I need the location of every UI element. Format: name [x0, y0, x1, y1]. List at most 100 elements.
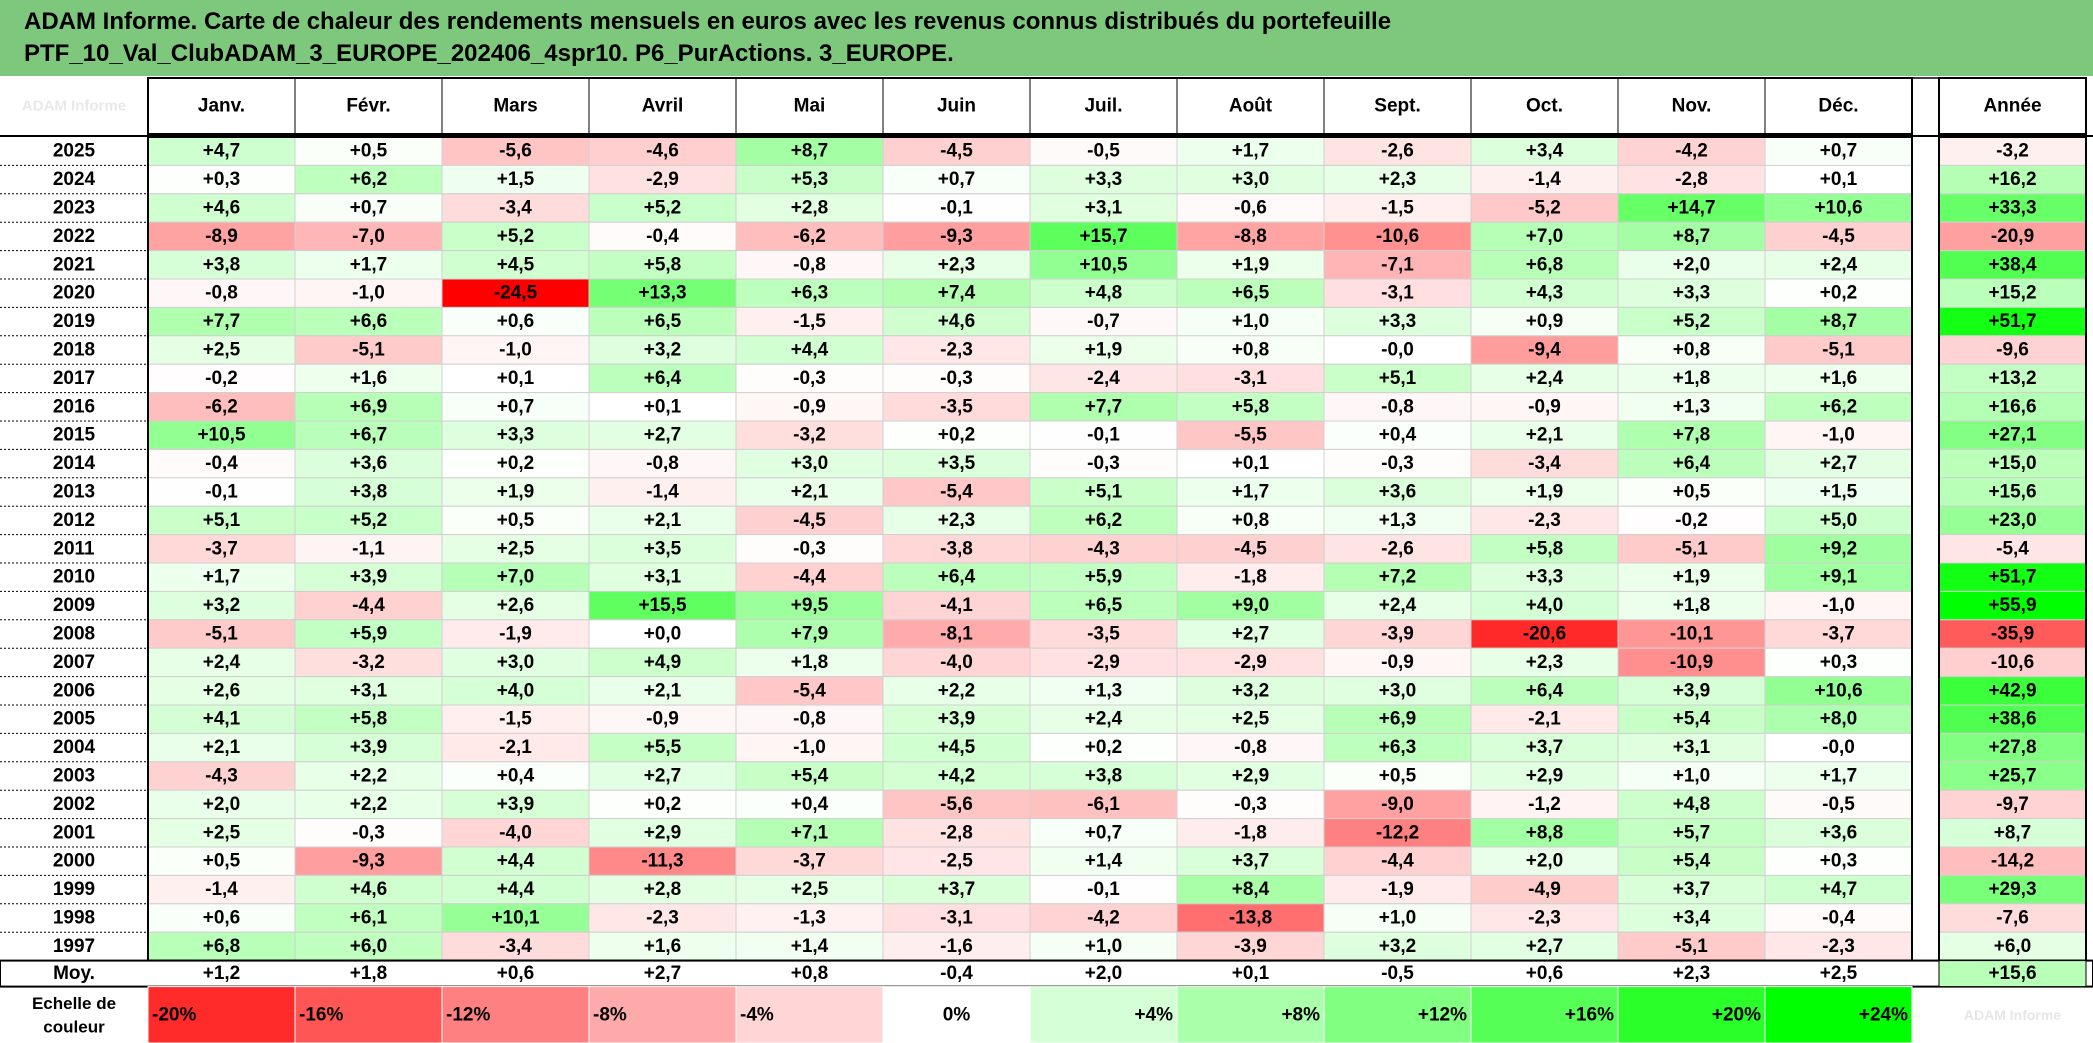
cell-value: +2,7	[644, 766, 682, 787]
heatmap-cell	[1764, 164, 1913, 195]
cell-value: +3,7	[938, 879, 976, 900]
cell-value: +1,0	[1085, 936, 1123, 957]
heatmap-cell	[1764, 761, 1913, 791]
cell-value: -0,0	[1822, 737, 1855, 758]
month-header-label: Juil.	[1084, 96, 1122, 117]
cell-value: +5,1	[203, 510, 241, 531]
cell-value: +2,4	[1526, 368, 1564, 389]
cell-value: +9,0	[1232, 595, 1270, 616]
year-label: 2015	[53, 425, 96, 446]
cell-value: -0,8	[793, 254, 826, 275]
heatmap-cell	[1029, 789, 1178, 820]
cell-value: -2,9	[646, 169, 679, 190]
month-header-label: Mai	[794, 96, 826, 117]
cell-value: +4,3	[1526, 283, 1564, 304]
cell-value: -10,6	[1376, 226, 1419, 247]
cell-value: -0,2	[205, 368, 238, 389]
cell-value: +3,8	[203, 254, 241, 275]
cell-value: +1,3	[1379, 510, 1417, 531]
year-label: 2004	[53, 737, 96, 758]
average-value: -0,5	[1381, 963, 1414, 984]
cell-value: +1,7	[1232, 482, 1270, 503]
month-header-label: Févr.	[346, 96, 390, 117]
cell-value: -3,1	[940, 908, 973, 929]
heatmap-cell	[294, 534, 443, 564]
heatmap-cell	[1176, 448, 1325, 479]
cell-value: +6,0	[350, 936, 388, 957]
cell-value: +1,7	[1820, 766, 1858, 787]
cell-value: +5,4	[1673, 709, 1711, 730]
cell-value: +1,0	[1379, 908, 1417, 929]
cell-value: -4,2	[1087, 908, 1120, 929]
heatmap-cell	[441, 477, 590, 507]
heatmap-cell	[1323, 221, 1472, 252]
heatmap-cell	[441, 335, 590, 365]
month-header-label: Août	[1229, 96, 1273, 117]
cell-value: -4,5	[793, 510, 826, 531]
annual-value: -14,2	[1991, 851, 2034, 872]
cell-value: -0,5	[1087, 141, 1120, 162]
heatmap-cell	[147, 732, 296, 763]
annual-value: +16,2	[1988, 169, 2036, 190]
cell-value: -1,8	[1234, 822, 1267, 843]
heatmap-cell	[1029, 164, 1178, 195]
scale-stop-label: -16%	[299, 1004, 343, 1025]
heatmap-cell	[1617, 335, 1766, 365]
cell-value: +6,9	[350, 396, 388, 417]
heatmap-cell	[294, 590, 443, 621]
scale-stop-label: +16%	[1565, 1004, 1614, 1025]
heatmap-cell	[882, 306, 1031, 337]
heatmap-cell	[1029, 619, 1178, 649]
annual-value: +15,6	[1988, 482, 2036, 503]
scale-watermark: ADAM Informe	[1964, 1007, 2061, 1023]
heatmap-cell	[1029, 676, 1178, 706]
cell-value: -1,9	[1381, 879, 1414, 900]
cell-value: +9,5	[791, 595, 829, 616]
heatmap-cell	[294, 931, 443, 962]
annual-value: +38,4	[1988, 254, 2037, 275]
month-header-label: Déc.	[1818, 96, 1858, 117]
heatmap-cell	[1323, 590, 1472, 621]
heatmap-cell	[1470, 448, 1619, 479]
cell-value: -0,8	[1234, 737, 1267, 758]
cell-value: +6,6	[350, 311, 388, 332]
cell-value: +0,7	[1085, 822, 1123, 843]
cell-value: +3,4	[1526, 141, 1564, 162]
annual-value: +23,0	[1988, 510, 2036, 531]
heatmap-cell	[1764, 903, 1913, 933]
cell-value: +1,0	[1232, 311, 1270, 332]
heatmap-cell	[1176, 420, 1325, 450]
cell-value: +0,7	[938, 169, 976, 190]
cell-value: +6,7	[350, 425, 388, 446]
cell-value: -4,5	[1234, 538, 1267, 559]
heatmap-cell	[441, 505, 590, 536]
heatmap-cell	[441, 647, 590, 678]
year-label: 2025	[53, 141, 96, 162]
cell-value: -4,4	[1381, 851, 1414, 872]
heatmap-cell	[882, 448, 1031, 479]
cell-value: +0,1	[1232, 453, 1270, 474]
cell-value: -0,8	[205, 283, 238, 304]
month-header-label: Janv.	[198, 96, 245, 117]
cell-value: -4,0	[940, 652, 973, 673]
heatmap-cell	[1617, 704, 1766, 734]
heatmap-cell	[1470, 164, 1619, 195]
cell-value: +1,9	[1673, 567, 1711, 588]
heatmap-cell	[1470, 420, 1619, 450]
cell-value: +10,6	[1814, 680, 1862, 701]
cell-value: +7,0	[1526, 226, 1564, 247]
annual-value: +6,0	[1994, 936, 2032, 957]
cell-value: +1,7	[350, 254, 388, 275]
cell-value: -20,6	[1523, 624, 1566, 645]
scale-stop-label: +4%	[1134, 1004, 1173, 1025]
average-annual-value: +15,6	[1988, 963, 2036, 984]
cell-value: +8,7	[1673, 226, 1711, 247]
average-value: +1,2	[203, 963, 241, 984]
heatmap-cell	[147, 704, 296, 734]
heatmap-cell	[588, 818, 737, 848]
cell-value: -11,3	[641, 851, 683, 872]
cell-value: -4,3	[1087, 538, 1120, 559]
heatmap-cell	[1029, 562, 1178, 592]
cell-value: +3,6	[350, 453, 388, 474]
heatmap-cell	[1470, 647, 1619, 678]
